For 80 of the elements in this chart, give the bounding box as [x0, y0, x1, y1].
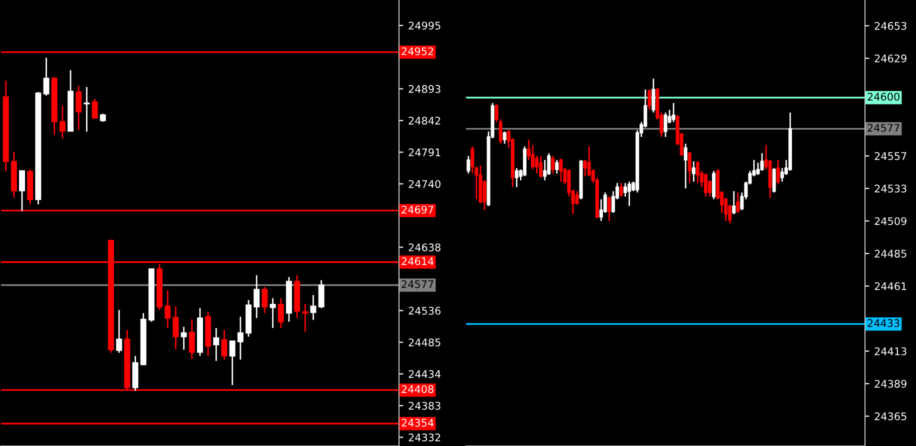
candlestick: [254, 274, 260, 319]
candlestick: [619, 182, 624, 198]
candlestick: [664, 112, 668, 138]
candlestick: [237, 316, 244, 360]
candlestick: [278, 297, 284, 329]
y-tick-label: 24533: [874, 184, 906, 193]
y-tick-label: 24485: [408, 338, 440, 346]
candlestick: [92, 98, 98, 120]
candlestick: [213, 327, 220, 362]
y-tick-label: 24893: [408, 85, 440, 93]
y-tick-label: 24995: [408, 22, 440, 30]
y-tick-label: 24365: [874, 412, 906, 420]
candlestick: [502, 130, 506, 144]
candlestick: [692, 160, 696, 182]
candlestick: [704, 172, 708, 198]
candlestick: [628, 180, 632, 207]
y-tick-label: 24638: [408, 243, 440, 252]
y-tick-label: 24629: [874, 54, 906, 62]
candlestick: [575, 190, 579, 206]
candlestick: [270, 297, 276, 329]
candlestick: [470, 146, 474, 174]
y-tick-label: 24461: [874, 282, 906, 290]
y-tick-label: 24332: [408, 434, 440, 442]
ref-line-label: 24952: [402, 47, 434, 56]
candlestick: [535, 155, 539, 174]
y-tick-label: 24791: [408, 148, 440, 156]
candlestick: [318, 279, 324, 309]
candlestick: [736, 192, 740, 214]
y-tick-label: 24557: [874, 152, 906, 160]
candlestick: [60, 104, 66, 140]
ref-line-label: 24433: [868, 319, 900, 328]
candlestick: [164, 289, 171, 329]
y-tick-label: 24740: [408, 180, 440, 188]
ref-line-label: 24697: [402, 206, 434, 214]
candlestick: [172, 306, 179, 350]
y-tick-label: 24389: [874, 380, 906, 388]
candlestick: [688, 151, 692, 184]
candlestick: [19, 170, 26, 212]
candlestick: [672, 102, 676, 123]
candlestick: [302, 303, 308, 332]
y-tick-label: 24842: [408, 116, 440, 125]
candlestick: [772, 167, 776, 194]
ref-line-label: 24614: [402, 257, 434, 266]
candlestick: [712, 170, 716, 200]
candlestick: [648, 88, 652, 110]
ref-line-label: 24408: [402, 385, 434, 394]
candlestick: [116, 309, 122, 354]
candlestick: [539, 155, 543, 178]
candlestick: [776, 159, 780, 186]
candlestick: [555, 159, 559, 174]
candlestick: [466, 155, 470, 174]
ref-line-label: 24600: [868, 92, 900, 101]
candlestick: [180, 326, 187, 350]
candlestick: [559, 158, 563, 182]
candlestick: [221, 329, 228, 360]
candlestick: [514, 167, 518, 188]
candlestick: [76, 85, 82, 131]
y-tick-label: 24536: [408, 306, 441, 315]
candlestick: [229, 340, 236, 386]
candlestick: [732, 190, 736, 215]
y-tick-label: 24413: [874, 347, 906, 356]
candlestick: [551, 155, 555, 174]
y-tick-label: 24383: [408, 402, 440, 410]
candlestick: [760, 152, 764, 172]
y-tick-label: 24653: [874, 22, 906, 30]
candlestick: [188, 318, 195, 360]
candlestick: [696, 160, 700, 184]
candlestick: [43, 57, 50, 96]
candlestick: [310, 294, 316, 321]
candlestick: [84, 86, 90, 132]
y-tick-label: 24509: [874, 217, 906, 226]
candlestick: [262, 286, 268, 314]
ref-line-label: 24577: [402, 280, 434, 288]
y-tick-label: 24434: [408, 370, 441, 378]
candlestick: [684, 143, 688, 190]
ref-line-label: 24577: [868, 124, 900, 132]
candlestick: [652, 78, 656, 114]
ref-line-label: 24354: [402, 418, 434, 427]
candlestick: [607, 196, 611, 222]
y-tick-label: 24485: [874, 250, 906, 258]
